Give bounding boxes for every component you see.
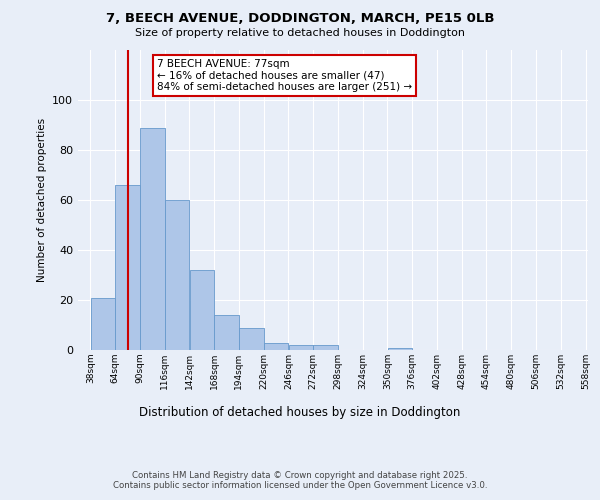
Bar	[388, 348, 412, 350]
Y-axis label: Number of detached properties: Number of detached properties	[37, 118, 47, 282]
Bar	[115, 185, 140, 350]
Bar	[91, 298, 115, 350]
Text: 7, BEECH AVENUE, DODDINGTON, MARCH, PE15 0LB: 7, BEECH AVENUE, DODDINGTON, MARCH, PE15…	[106, 12, 494, 26]
Text: Size of property relative to detached houses in Doddington: Size of property relative to detached ho…	[135, 28, 465, 38]
Bar	[140, 128, 164, 350]
Text: Contains HM Land Registry data © Crown copyright and database right 2025.
Contai: Contains HM Land Registry data © Crown c…	[113, 470, 487, 490]
Bar	[313, 345, 338, 350]
Bar	[289, 345, 313, 350]
Bar	[264, 342, 289, 350]
Text: Distribution of detached houses by size in Doddington: Distribution of detached houses by size …	[139, 406, 461, 419]
Bar	[190, 270, 214, 350]
Text: 7 BEECH AVENUE: 77sqm
← 16% of detached houses are smaller (47)
84% of semi-deta: 7 BEECH AVENUE: 77sqm ← 16% of detached …	[157, 59, 412, 92]
Bar	[165, 200, 189, 350]
Bar	[239, 328, 263, 350]
Bar	[214, 315, 239, 350]
